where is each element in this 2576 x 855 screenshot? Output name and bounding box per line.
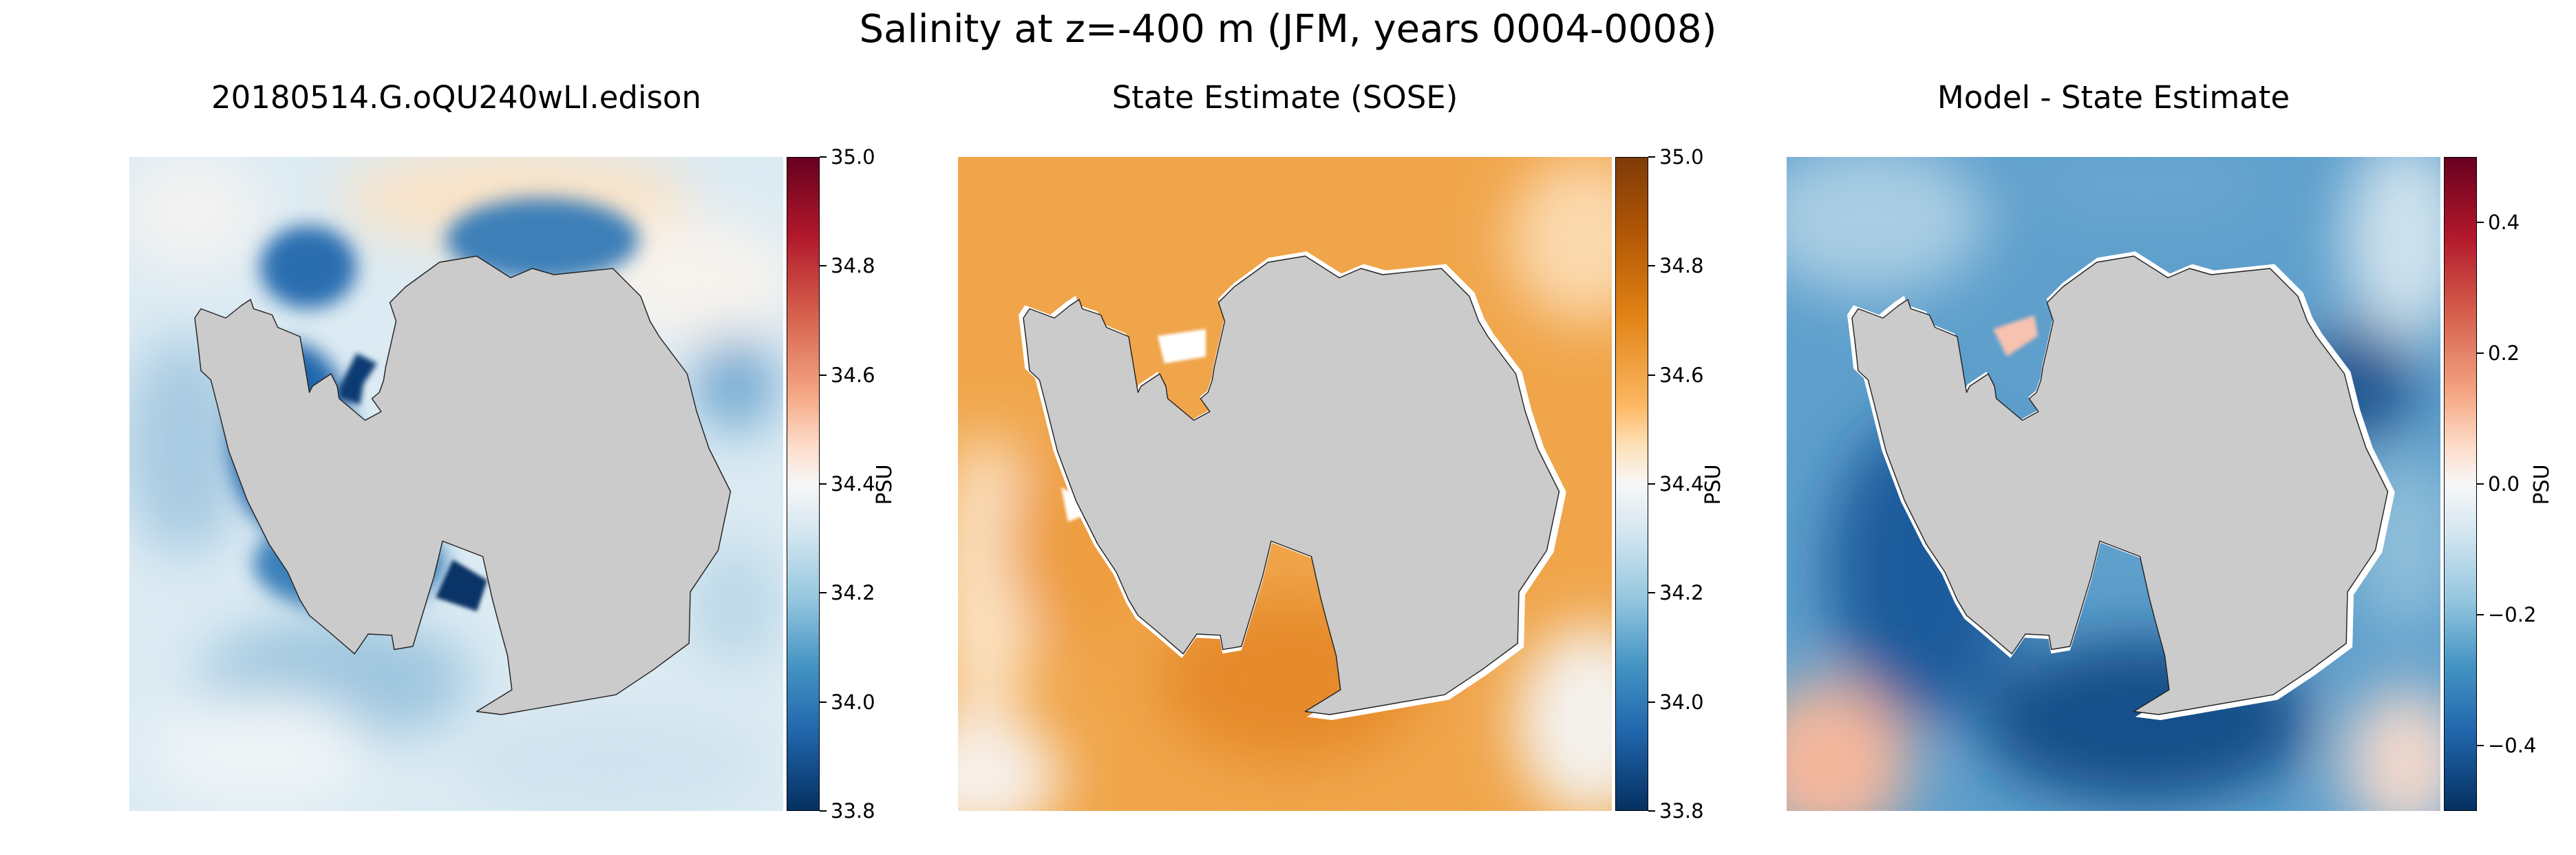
panel-3-title: Model - State Estimate bbox=[1937, 79, 2290, 116]
colorbar-tick-label: 35.0 bbox=[1659, 145, 1704, 169]
colorbar-tick-label: 0.0 bbox=[2488, 472, 2520, 496]
colorbar-tick-label: 34.8 bbox=[1659, 254, 1704, 278]
colorbar-tick-mark bbox=[820, 701, 827, 703]
colorbar-tick-mark bbox=[2477, 222, 2484, 223]
panel-1-colorbar-label: PSU bbox=[873, 464, 897, 505]
colorbar-tick-label: 34.2 bbox=[831, 581, 875, 605]
colorbar-tick-label: −0.4 bbox=[2488, 734, 2537, 757]
figure-suptitle: Salinity at z=-400 m (JFM, years 0004-00… bbox=[859, 7, 1717, 52]
colorbar-tick-label: 34.6 bbox=[831, 363, 875, 387]
colorbar-tick-mark bbox=[2477, 352, 2484, 354]
colorbar-tick-mark bbox=[820, 156, 827, 158]
colorbar-tick-mark bbox=[820, 265, 827, 267]
colorbar-tick-mark bbox=[820, 374, 827, 376]
panel-1-map bbox=[129, 157, 783, 811]
colorbar-tick-mark bbox=[2477, 745, 2484, 746]
colorbar-tick-label: 34.0 bbox=[1659, 690, 1704, 714]
colorbar-tick-label: 34.4 bbox=[1659, 472, 1704, 496]
colorbar-tick-mark bbox=[1648, 592, 1655, 594]
colorbar-tick-mark bbox=[2477, 483, 2484, 485]
colorbar-tick-mark bbox=[1648, 156, 1655, 158]
panel-3-colorbar bbox=[2444, 157, 2477, 811]
colorbar-tick-label: 0.4 bbox=[2488, 211, 2520, 234]
panel-1-antarctica-land bbox=[194, 255, 732, 715]
panel-2-colorbar-label: PSU bbox=[1701, 464, 1725, 505]
colorbar-tick-label: 35.0 bbox=[831, 145, 875, 169]
colorbar-tick-mark bbox=[1648, 374, 1655, 376]
panel-3-colorbar-label: PSU bbox=[2530, 464, 2554, 505]
panel-3-colorbar-ticks: 0.4 0.2 0.0 −0.2 −0.4 bbox=[2477, 157, 2546, 811]
colorbar-tick-mark bbox=[820, 810, 827, 812]
colorbar-tick-label: 34.0 bbox=[831, 690, 875, 714]
panel-1-title: 20180514.G.oQU240wLI.edison bbox=[211, 79, 701, 116]
panel-1-colorbar bbox=[787, 157, 820, 811]
colorbar-tick-label: 33.8 bbox=[1659, 799, 1704, 823]
colorbar-tick-label: 34.2 bbox=[1659, 581, 1704, 605]
colorbar-tick-label: 34.4 bbox=[831, 472, 875, 496]
colorbar-tick-label: 34.6 bbox=[1659, 363, 1704, 387]
panel-2-title: State Estimate (SOSE) bbox=[1111, 79, 1458, 116]
panel-3-antarctica-land bbox=[1851, 255, 2389, 715]
colorbar-tick-mark bbox=[2477, 614, 2484, 615]
colorbar-tick-label: 34.8 bbox=[831, 254, 875, 278]
colorbar-tick-label: −0.2 bbox=[2488, 603, 2537, 626]
colorbar-tick-mark bbox=[1648, 701, 1655, 703]
panel-2-map bbox=[958, 157, 1612, 811]
colorbar-tick-mark bbox=[1648, 265, 1655, 267]
colorbar-tick-mark bbox=[1648, 483, 1655, 485]
panel-2-colorbar bbox=[1615, 157, 1648, 811]
panel-3-map bbox=[1787, 157, 2440, 811]
panel-2-colorbar-ticks: 35.0 34.8 34.6 34.4 34.2 34.0 33.8 bbox=[1648, 145, 1717, 823]
panel-2-antarctica-land bbox=[1023, 255, 1560, 715]
colorbar-tick-label: 0.2 bbox=[2488, 341, 2520, 365]
panel-1-colorbar-ticks: 35.0 34.8 34.6 34.4 34.2 34.0 33.8 bbox=[820, 145, 888, 823]
colorbar-tick-mark bbox=[1648, 810, 1655, 812]
colorbar-tick-label: 33.8 bbox=[831, 799, 875, 823]
colorbar-tick-mark bbox=[820, 483, 827, 485]
colorbar-tick-mark bbox=[820, 592, 827, 594]
